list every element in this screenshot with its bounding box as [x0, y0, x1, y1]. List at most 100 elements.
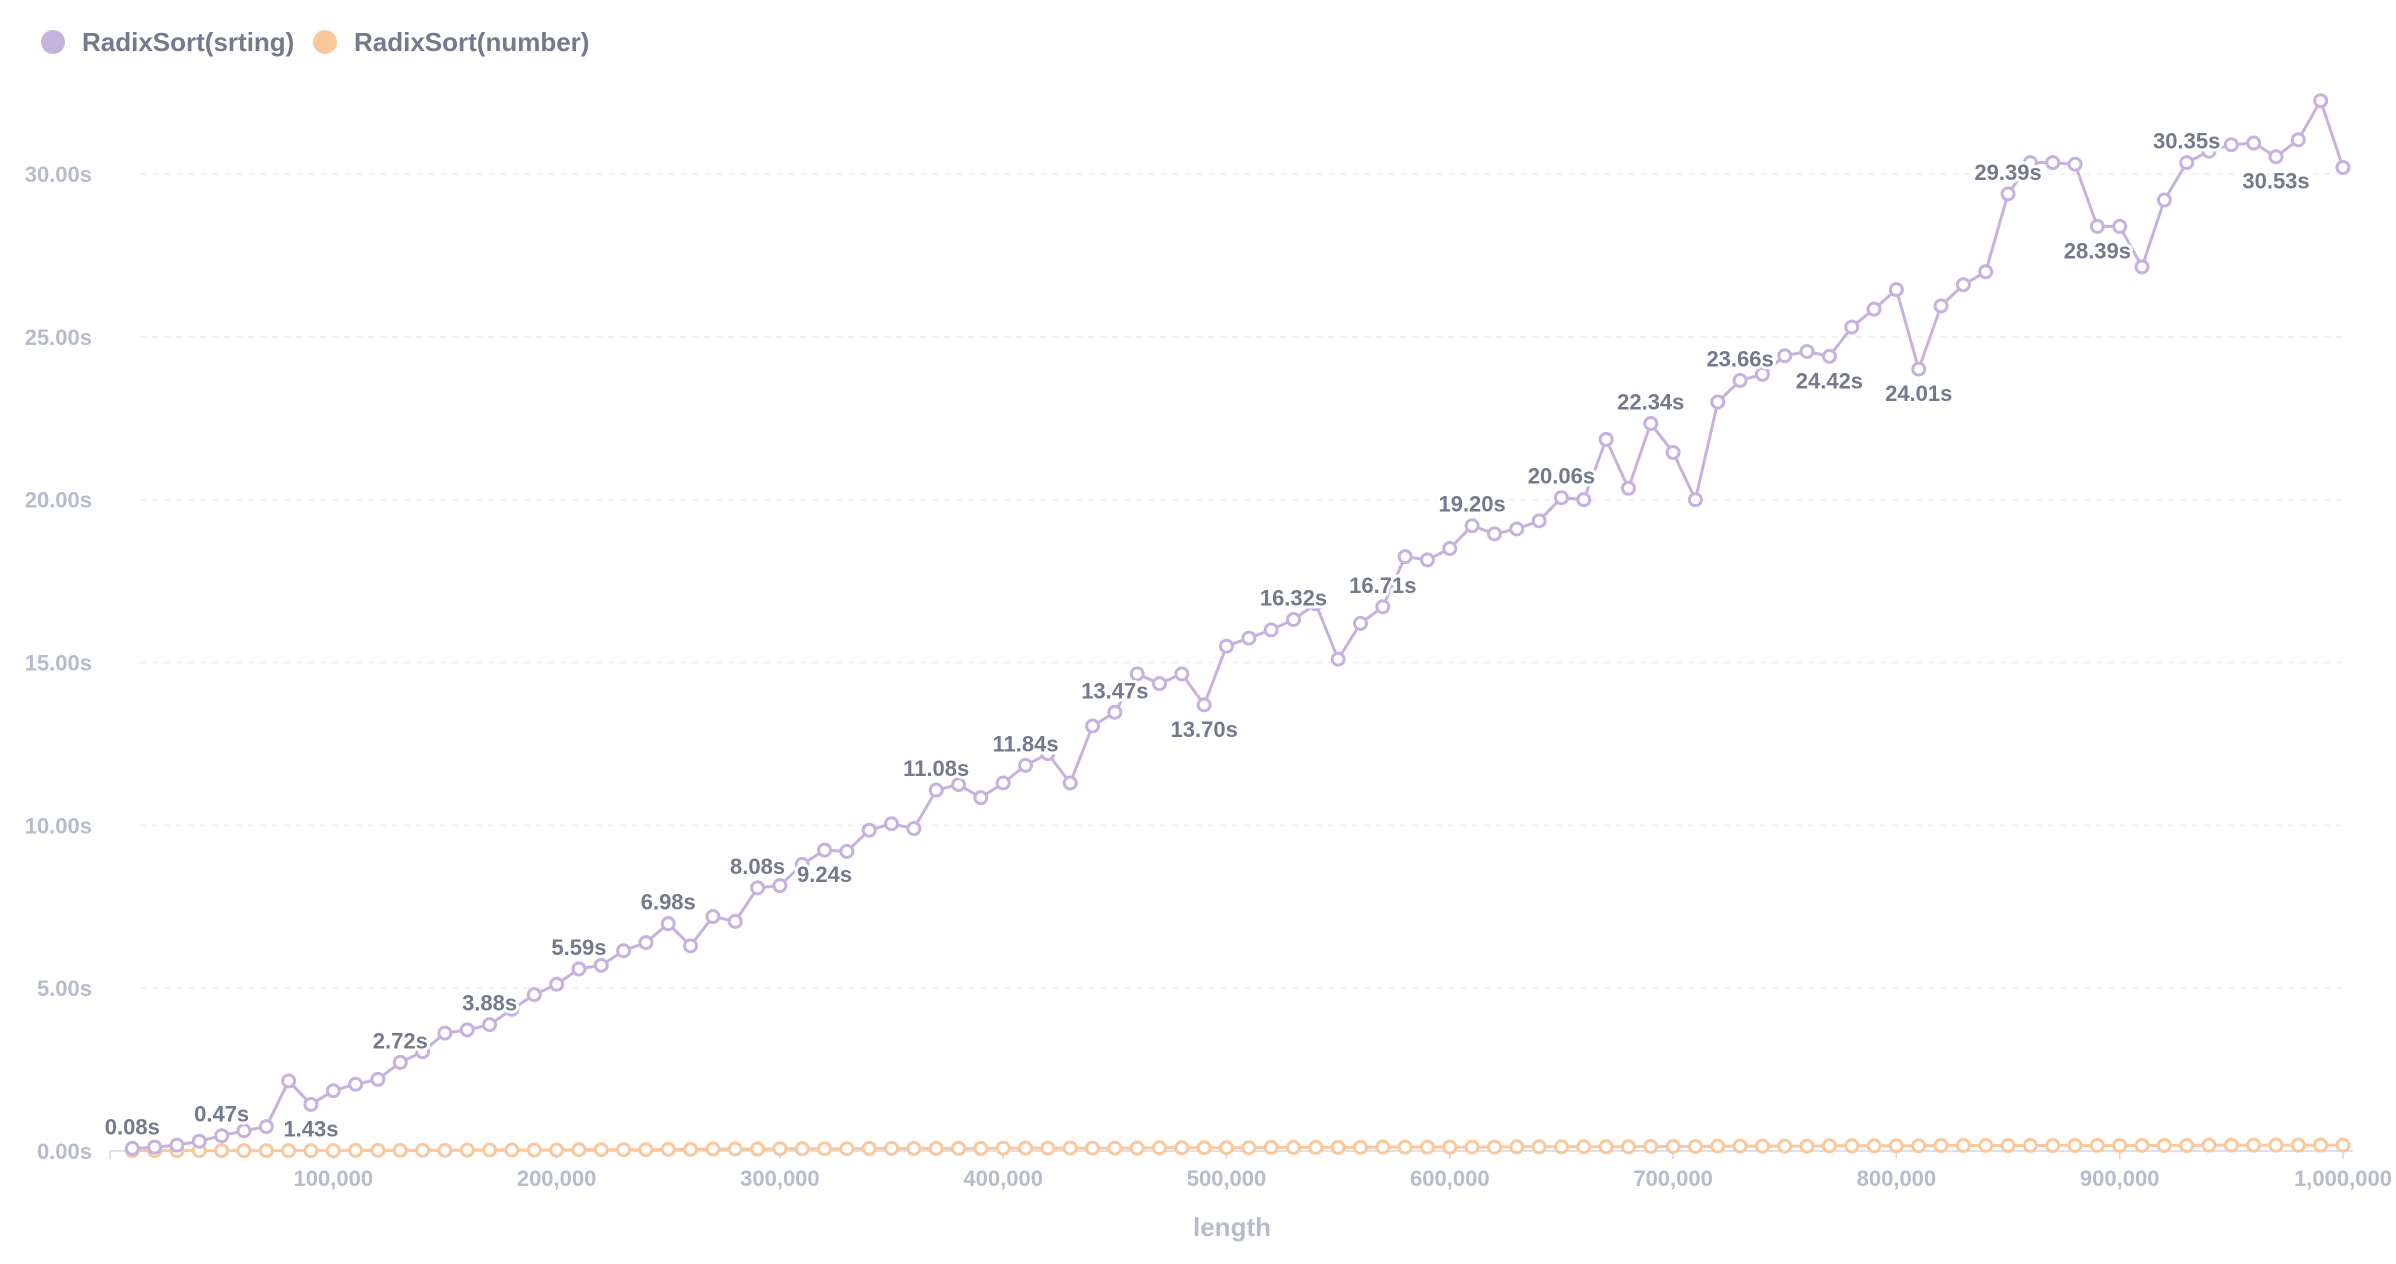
data-point — [727, 913, 743, 929]
x-tick-label: 900,000 — [2080, 1166, 2160, 1191]
data-point — [1643, 1138, 1659, 1154]
data-point — [1330, 1139, 1346, 1155]
data-point — [482, 1142, 498, 1158]
data-point — [1419, 1139, 1435, 1155]
data-point — [1375, 599, 1391, 615]
data-point — [928, 1140, 944, 1156]
data-point — [1464, 1139, 1480, 1155]
data-label: 16.32s — [1260, 586, 1327, 611]
data-point — [1152, 676, 1168, 692]
data-point — [325, 1143, 341, 1159]
data-point — [1732, 1138, 1748, 1154]
legend-item-series-1[interactable]: RadixSort(srting) — [41, 27, 294, 57]
x-tick-label: 700,000 — [1633, 1166, 1713, 1191]
data-point — [593, 1142, 609, 1158]
legend: RadixSort(srting) RadixSort(number) — [41, 27, 589, 57]
data-label: 8.08s — [730, 854, 785, 879]
data-point — [705, 909, 721, 925]
data-point — [1330, 651, 1346, 667]
data-point — [437, 1142, 453, 1158]
data-point — [1018, 1140, 1034, 1156]
data-point — [861, 1140, 877, 1156]
data-point — [593, 957, 609, 973]
data-label: 11.08s — [903, 756, 969, 781]
data-label: 30.53s — [2242, 169, 2309, 194]
data-point — [1553, 490, 1569, 506]
data-label: 0.47s — [194, 1102, 249, 1127]
data-point — [2201, 143, 2217, 159]
data-point — [861, 822, 877, 838]
data-point — [1152, 1140, 1168, 1156]
data-point — [1978, 1137, 1994, 1153]
data-point — [236, 1123, 252, 1139]
data-point — [191, 1133, 207, 1149]
data-label: 20.06s — [1528, 464, 1595, 489]
data-point — [1263, 1139, 1279, 1155]
data-point — [794, 1141, 810, 1157]
data-point — [1129, 666, 1145, 682]
data-point — [1844, 1138, 1860, 1154]
data-point — [549, 976, 565, 992]
legend-item-series-2[interactable]: RadixSort(number) — [313, 27, 589, 57]
data-point — [1888, 1138, 1904, 1154]
data-point — [1888, 282, 1904, 298]
data-point — [638, 935, 654, 951]
data-point — [2134, 259, 2150, 275]
data-point — [1263, 622, 1279, 638]
data-point — [571, 1142, 587, 1158]
data-point — [1285, 612, 1301, 628]
data-labels: 0.08s 0.47s 1.43s 2.72s 3.88s 5.59s 6.98s 8.08s… — [102, 126, 2313, 1145]
data-point — [303, 1143, 319, 1159]
x-axis-title: length — [1193, 1212, 1271, 1242]
data-point — [2268, 1137, 2284, 1153]
data-point — [817, 1141, 833, 1157]
data-point — [973, 1140, 989, 1156]
data-point — [839, 843, 855, 859]
x-tick-label: 300,000 — [740, 1166, 820, 1191]
data-point — [616, 943, 632, 959]
data-point — [1486, 1139, 1502, 1155]
data-label: 24.01s — [1885, 381, 1952, 406]
data-point — [1531, 513, 1547, 529]
data-point — [1352, 615, 1368, 631]
data-point — [772, 1141, 788, 1157]
data-point — [236, 1143, 252, 1159]
x-tick-label: 600,000 — [1410, 1166, 1490, 1191]
data-point — [1419, 552, 1435, 568]
data-point — [1196, 1140, 1212, 1156]
data-label: 6.98s — [641, 890, 696, 915]
data-point — [1777, 1138, 1793, 1154]
x-tick-label: 800,000 — [1857, 1166, 1937, 1191]
data-point — [1687, 1138, 1703, 1154]
data-point — [1598, 1139, 1614, 1155]
grid-lines — [140, 173, 2343, 989]
data-point — [2000, 1137, 2016, 1153]
data-label: 0.08s — [105, 1114, 160, 1139]
data-point — [1219, 638, 1234, 654]
data-point — [1375, 1139, 1391, 1155]
data-point — [906, 1140, 922, 1156]
legend-marker-series-1 — [41, 30, 65, 54]
data-point — [794, 856, 810, 872]
data-point — [884, 1140, 900, 1156]
data-point — [1062, 775, 1078, 791]
data-point — [169, 1137, 185, 1153]
data-point — [549, 1142, 565, 1158]
data-point — [2156, 1137, 2172, 1153]
data-point — [1040, 746, 1056, 762]
data-point — [1710, 1138, 1726, 1154]
data-label: 28.39s — [2064, 238, 2131, 263]
data-point — [2022, 155, 2038, 171]
data-point — [1754, 366, 1770, 382]
data-point — [1777, 348, 1793, 364]
data-point — [1486, 526, 1502, 542]
data-label: 13.70s — [1171, 717, 1238, 742]
data-point — [214, 1128, 230, 1144]
data-point — [392, 1142, 408, 1158]
data-point — [995, 1140, 1011, 1156]
data-point — [705, 1141, 721, 1157]
data-point — [1799, 343, 1815, 359]
data-point — [1464, 518, 1480, 534]
data-point — [1553, 1139, 1569, 1155]
data-point — [1665, 444, 1681, 460]
